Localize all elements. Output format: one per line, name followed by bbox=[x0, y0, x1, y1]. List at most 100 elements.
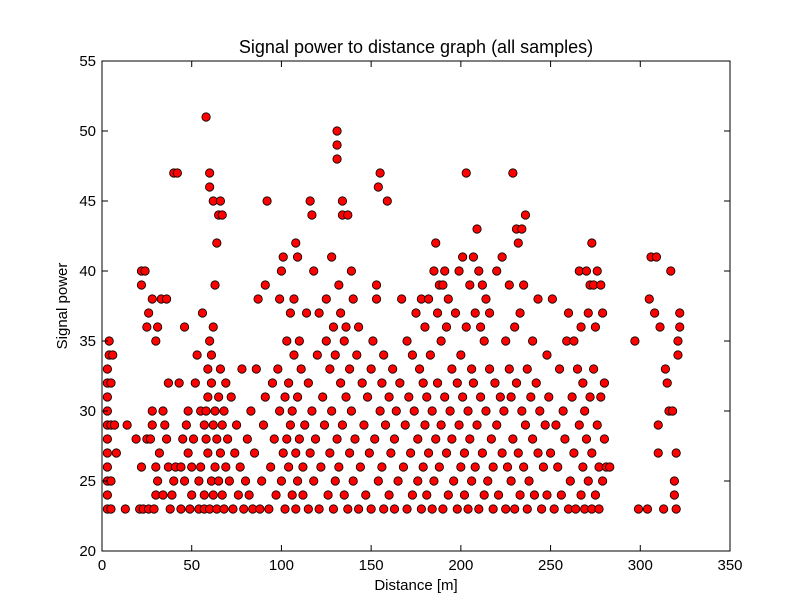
data-point bbox=[178, 434, 188, 444]
data-point bbox=[328, 322, 339, 332]
data-point bbox=[522, 504, 532, 514]
data-point bbox=[305, 196, 315, 206]
data-point bbox=[353, 322, 364, 332]
data-point bbox=[472, 224, 482, 234]
data-point bbox=[174, 378, 184, 388]
data-point bbox=[431, 238, 441, 248]
data-point bbox=[382, 196, 392, 206]
data-point bbox=[273, 364, 283, 374]
data-point bbox=[524, 476, 534, 486]
data-point bbox=[388, 364, 398, 374]
data-point bbox=[373, 182, 383, 192]
data-point bbox=[316, 462, 326, 472]
chart-title: Signal power to distance graph (all samp… bbox=[239, 37, 593, 57]
data-point bbox=[154, 448, 165, 458]
data-point bbox=[275, 294, 285, 304]
data-point bbox=[221, 462, 231, 472]
data-point bbox=[504, 364, 514, 374]
data-point bbox=[535, 406, 545, 416]
data-point bbox=[513, 448, 523, 458]
data-point bbox=[231, 420, 242, 430]
data-point bbox=[422, 392, 432, 402]
data-point bbox=[188, 434, 199, 444]
data-point bbox=[366, 504, 376, 514]
data-point bbox=[355, 462, 365, 472]
data-point bbox=[488, 504, 498, 514]
data-point bbox=[158, 490, 168, 500]
x-tick-label: 50 bbox=[183, 557, 200, 574]
data-point bbox=[309, 476, 319, 486]
data-point bbox=[533, 294, 543, 304]
y-tick-label: 45 bbox=[79, 193, 96, 210]
data-point bbox=[271, 490, 281, 500]
data-point bbox=[506, 392, 516, 402]
data-point bbox=[517, 224, 527, 234]
data-point bbox=[183, 406, 193, 416]
data-point bbox=[345, 364, 355, 374]
data-point bbox=[176, 462, 186, 472]
data-point bbox=[565, 476, 575, 486]
data-point bbox=[653, 448, 663, 458]
data-point bbox=[456, 462, 466, 472]
data-point bbox=[310, 434, 321, 444]
data-point bbox=[576, 490, 586, 500]
y-tick-label: 40 bbox=[79, 263, 96, 280]
data-point bbox=[526, 392, 536, 402]
data-point bbox=[475, 392, 486, 402]
data-point bbox=[669, 476, 679, 486]
data-point bbox=[181, 420, 191, 430]
data-point bbox=[260, 280, 270, 290]
data-point bbox=[474, 266, 484, 276]
data-point bbox=[484, 364, 495, 374]
data-point bbox=[545, 448, 556, 458]
data-point bbox=[515, 490, 525, 500]
data-point bbox=[404, 392, 414, 402]
data-point bbox=[258, 420, 269, 430]
data-point bbox=[662, 378, 672, 388]
y-tick-label: 30 bbox=[79, 403, 96, 420]
data-point bbox=[553, 462, 563, 472]
data-point bbox=[447, 364, 457, 374]
data-point bbox=[465, 434, 475, 444]
data-point bbox=[441, 448, 452, 458]
data-point bbox=[578, 462, 588, 472]
data-point bbox=[492, 266, 502, 276]
data-point bbox=[294, 336, 304, 346]
data-point bbox=[605, 462, 615, 472]
data-point bbox=[432, 308, 443, 318]
data-point bbox=[517, 406, 527, 416]
data-point bbox=[192, 350, 202, 360]
data-point bbox=[651, 252, 662, 262]
data-point bbox=[194, 476, 204, 486]
data-point bbox=[228, 504, 238, 514]
data-point bbox=[120, 504, 130, 514]
data-point bbox=[325, 448, 335, 458]
data-point bbox=[416, 504, 426, 514]
data-point bbox=[389, 504, 400, 514]
data-point bbox=[251, 364, 261, 374]
data-point bbox=[230, 448, 240, 458]
data-point bbox=[214, 476, 224, 486]
data-point bbox=[321, 336, 331, 346]
data-point bbox=[560, 434, 570, 444]
data-point bbox=[592, 266, 602, 276]
data-point bbox=[585, 392, 595, 402]
data-point bbox=[510, 504, 520, 514]
data-point bbox=[332, 140, 342, 150]
data-point bbox=[673, 336, 683, 346]
data-point bbox=[106, 476, 116, 486]
data-point bbox=[267, 378, 278, 388]
data-point bbox=[581, 434, 592, 444]
data-point bbox=[443, 294, 453, 304]
data-point bbox=[242, 434, 252, 444]
data-point bbox=[298, 490, 308, 500]
data-point bbox=[571, 504, 581, 514]
data-point bbox=[384, 490, 394, 500]
data-point bbox=[102, 462, 112, 472]
data-point bbox=[353, 504, 364, 514]
data-point bbox=[201, 406, 211, 416]
data-point bbox=[345, 448, 355, 458]
data-point bbox=[205, 336, 215, 346]
y-tick-label: 50 bbox=[79, 123, 96, 140]
data-point bbox=[461, 168, 471, 178]
